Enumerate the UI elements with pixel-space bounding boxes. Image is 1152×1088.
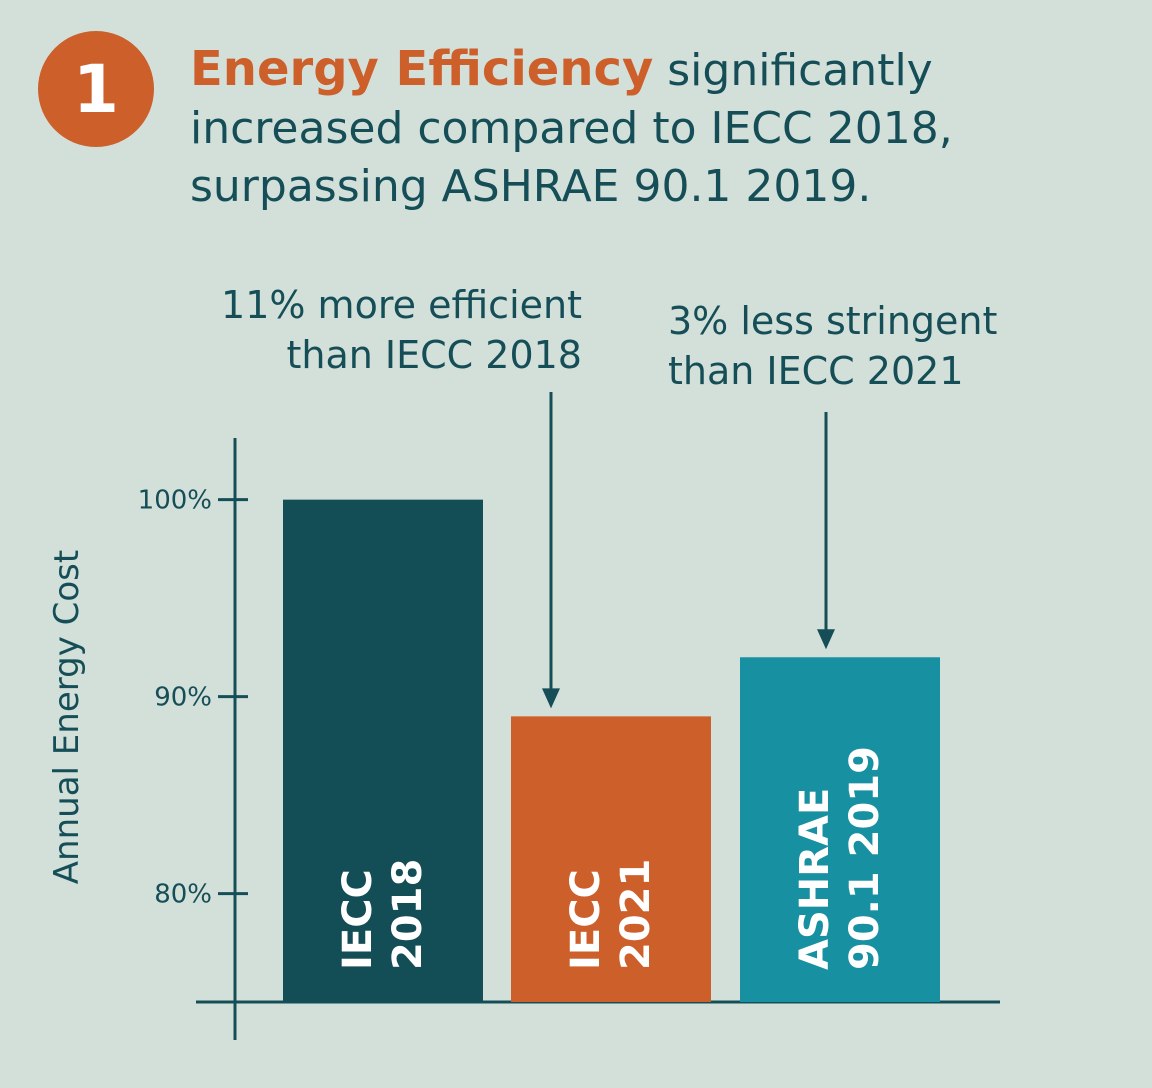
bar-label-line: ASHRAE [792, 788, 838, 970]
annotation-text: 11% more efficient [221, 283, 582, 327]
y-tick-label: 100% [138, 486, 212, 516]
bar [283, 499, 483, 1002]
bar-label: IECC 2021 [563, 859, 659, 970]
annotation-arrow-head [817, 629, 835, 650]
bar-label-line: IECC [563, 869, 609, 970]
chart-annotations: 11% more efficient than IECC 2018 3% less … [221, 283, 997, 709]
annotation-text: 3% less stringent [668, 299, 997, 343]
step-number-badge: 1 [38, 31, 154, 147]
y-axis-title: Annual Energy Cost [47, 550, 87, 884]
annotation-text: than IECC 2018 [286, 333, 582, 377]
bar-label-line: 2021 [613, 859, 659, 970]
bar [511, 716, 711, 1002]
bar-label-line: IECC [335, 869, 381, 970]
y-tick-label: 80% [154, 880, 212, 910]
annotation-text: than IECC 2021 [668, 349, 964, 393]
headline: Energy Efficiency significantly increase… [190, 40, 1140, 216]
bar [740, 657, 940, 1002]
chart-bars: IECC 2018 IECC 2021 ASHRAE 90.1 2019 [283, 499, 940, 1002]
y-tick-label: 90% [154, 683, 212, 713]
bar-label: ASHRAE 90.1 2019 [792, 746, 888, 970]
annotation-arrow-head [542, 688, 560, 709]
bar-label-line: 90.1 2019 [842, 746, 888, 970]
headline-rest: significantly increased compared to IECC… [190, 45, 953, 212]
chart-axes: 100% 90% 80% Annual Energy Cost [47, 438, 1000, 1040]
headline-highlight: Energy Efficiency [190, 41, 654, 97]
bar-label-line: 2018 [385, 859, 431, 970]
bar-label: IECC 2018 [335, 859, 431, 970]
